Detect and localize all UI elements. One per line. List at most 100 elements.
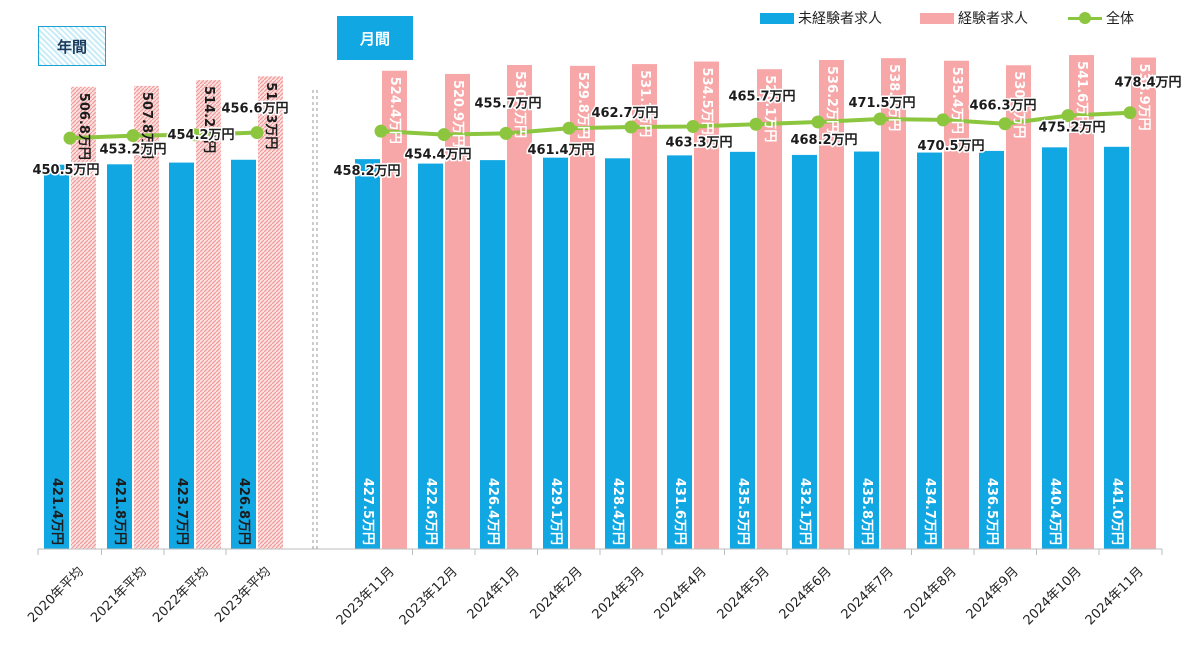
- point-overall: [1123, 106, 1137, 120]
- x-tick-label: 2020年平均: [25, 564, 87, 626]
- label-overall: 462.7万円: [591, 106, 658, 121]
- legend-item-inexperienced: 未経験者求人: [760, 8, 882, 28]
- label-inexperienced: 436.5万円: [984, 478, 999, 545]
- label-experienced: 514.2万円: [201, 86, 216, 153]
- label-inexperienced: 429.1万円: [548, 478, 563, 545]
- point-overall: [811, 115, 825, 129]
- label-overall: 454.4万円: [404, 148, 471, 163]
- label-inexperienced: 431.6万円: [672, 478, 687, 545]
- bar-inexperienced: [854, 151, 879, 549]
- annual-section-tag: 年間: [38, 26, 106, 66]
- label-experienced: 518.3万円: [263, 82, 278, 149]
- label-experienced: 524.4万円: [387, 77, 402, 144]
- point-overall: [749, 117, 763, 131]
- label-inexperienced: 435.8万円: [859, 478, 874, 545]
- bar-experienced: [632, 64, 657, 549]
- label-overall: 450.5万円: [32, 163, 99, 178]
- x-tick-label: 2024年7月: [839, 564, 897, 622]
- point-overall: [936, 113, 950, 127]
- point-overall: [624, 120, 638, 134]
- x-tick-label: 2022年平均: [150, 564, 212, 626]
- legend-swatch-experienced: [920, 12, 954, 24]
- bar-inexperienced: [792, 154, 817, 549]
- label-inexperienced: 440.4万円: [1047, 478, 1062, 545]
- label-experienced: 538.2万円: [886, 64, 901, 131]
- legend-item-overall: 全体: [1068, 8, 1134, 28]
- point-overall: [686, 119, 700, 133]
- label-experienced: 507.8万円: [139, 92, 154, 159]
- bar-experienced: [196, 80, 221, 550]
- line-overall: [69, 130, 258, 141]
- label-overall: 453.2万円: [99, 143, 166, 158]
- label-inexperienced: 422.6万円: [423, 478, 438, 545]
- x-tick-label: 2024年4月: [652, 564, 710, 622]
- x-tick-label: 2024年2月: [528, 564, 586, 622]
- x-tick-label: 2024年11月: [1083, 564, 1147, 628]
- bar-inexperienced: [605, 158, 630, 549]
- bar-experienced: [507, 65, 532, 550]
- label-overall: 455.7万円: [474, 96, 541, 111]
- legend-item-experienced: 経験者求人: [920, 8, 1028, 28]
- label-experienced: 541.6万円: [1074, 61, 1089, 128]
- x-tick-label: 2024年9月: [964, 564, 1022, 622]
- bar-inexperienced: [917, 152, 942, 550]
- label-inexperienced: 426.8万円: [236, 478, 251, 545]
- label-inexperienced: 441.0万円: [1109, 478, 1124, 545]
- bar-inexperienced: [355, 159, 380, 549]
- label-inexperienced: 428.4万円: [610, 478, 625, 545]
- bar-inexperienced: [231, 159, 256, 549]
- label-inexperienced: 423.7万円: [174, 478, 189, 545]
- bar-inexperienced: [480, 160, 505, 549]
- monthly-section-tag: 月間: [337, 16, 413, 60]
- label-inexperienced: 421.8万円: [112, 478, 127, 545]
- label-experienced: 526.1万円: [762, 75, 777, 142]
- x-tick-label: 2024年10月: [1021, 564, 1085, 628]
- label-overall: 458.2万円: [333, 164, 400, 179]
- x-tick-label: 2024年8月: [902, 564, 960, 622]
- label-experienced: 530.7万円: [512, 71, 527, 138]
- label-overall: 470.5万円: [917, 139, 984, 154]
- label-experienced: 538.9万円: [1136, 64, 1151, 131]
- label-experienced: 530.4万円: [1011, 71, 1026, 138]
- point-overall: [1061, 109, 1075, 123]
- label-experienced: 531.7万円: [637, 70, 652, 137]
- legend-swatch-overall: [1068, 12, 1102, 24]
- bar-inexperienced: [418, 163, 443, 549]
- point-overall: [63, 131, 77, 145]
- bar-inexperienced: [543, 157, 568, 549]
- bar-inexperienced: [1104, 146, 1129, 550]
- bar-experienced: [944, 60, 969, 549]
- label-inexperienced: 435.5万円: [735, 478, 750, 545]
- label-overall: 454.2万円: [167, 128, 234, 143]
- bar-experienced: [694, 61, 719, 549]
- x-tick-label: 2023年平均: [212, 564, 274, 626]
- point-overall: [126, 129, 140, 143]
- point-overall: [374, 124, 388, 138]
- bar-experienced: [382, 70, 407, 550]
- x-tick-label: 2021年平均: [88, 564, 150, 626]
- bar-inexperienced: [169, 162, 194, 549]
- bar-experienced: [134, 85, 159, 549]
- bar-experienced: [1006, 65, 1031, 549]
- point-overall: [499, 126, 513, 140]
- point-overall: [250, 126, 264, 140]
- legend-label-overall: 全体: [1106, 11, 1134, 27]
- point-overall: [873, 112, 887, 126]
- label-overall: 456.6万円: [221, 102, 288, 117]
- x-tick-label: 2024年1月: [465, 564, 523, 622]
- x-tick-label: 2024年3月: [590, 564, 648, 622]
- label-overall: 461.4万円: [527, 143, 594, 158]
- label-experienced: 529.8万円: [575, 72, 590, 139]
- point-overall: [188, 128, 202, 142]
- point-overall: [998, 117, 1012, 131]
- label-experienced: 535.4万円: [949, 67, 964, 134]
- bar-experienced: [445, 73, 470, 549]
- bar-experienced: [819, 59, 844, 550]
- bar-experienced: [71, 86, 96, 549]
- label-experienced: 506.8万円: [76, 93, 91, 160]
- label-overall: 478.4万円: [1114, 76, 1181, 91]
- x-tick-label: 2024年5月: [715, 564, 773, 622]
- label-experienced: 536.2万円: [824, 66, 839, 133]
- legend-label-inexperienced: 未経験者求人: [798, 11, 882, 27]
- bar-inexperienced: [107, 164, 132, 549]
